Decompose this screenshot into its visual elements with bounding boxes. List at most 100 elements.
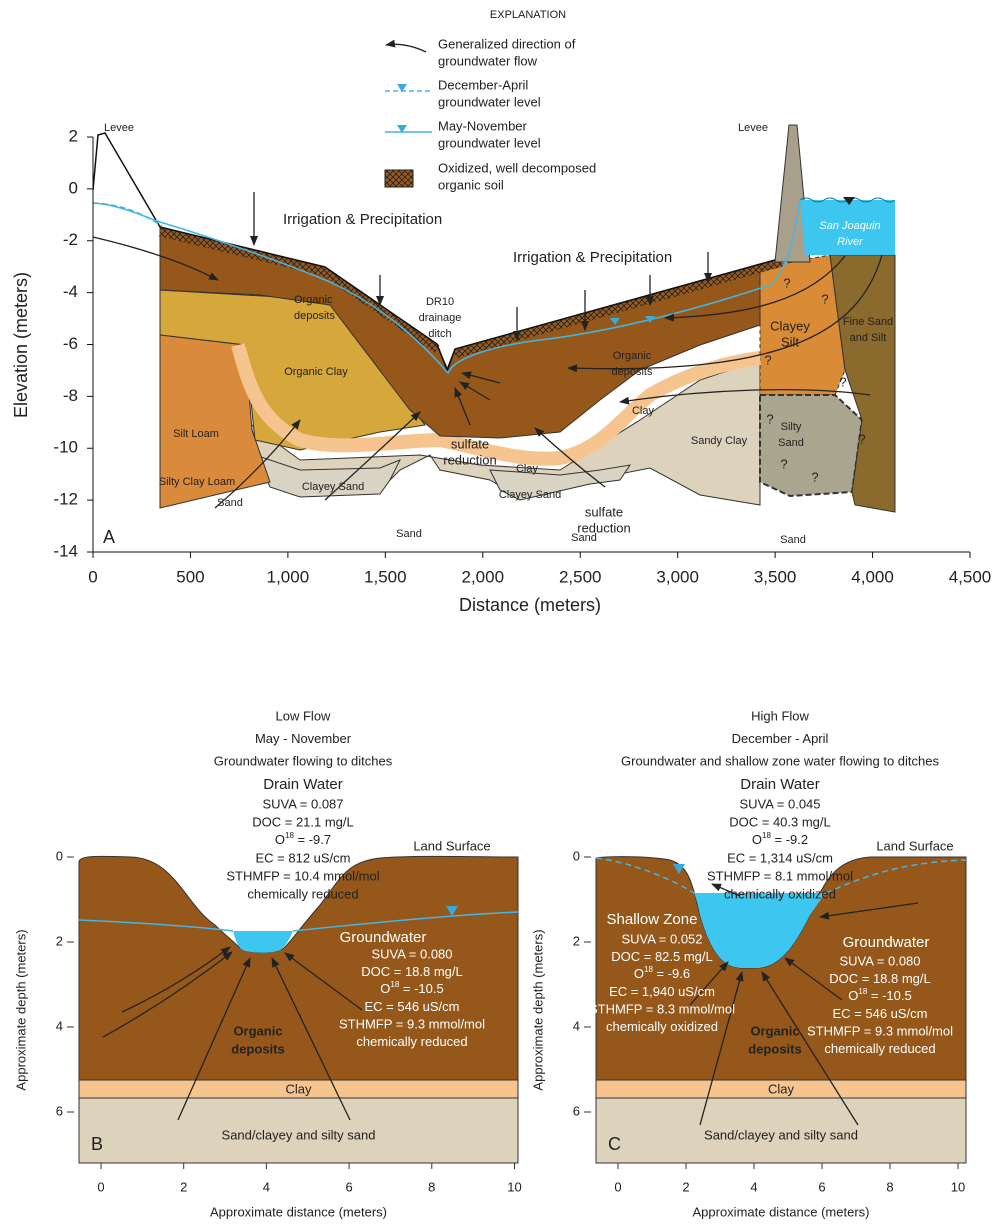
- x-tick-label: 2: [180, 1179, 187, 1194]
- text-line: O18 = -9.2: [752, 831, 808, 847]
- x-tick-label: 3,500: [754, 567, 797, 586]
- text-line: SUVA = 0.080: [371, 946, 452, 961]
- text-line: STHMFP = 8.1 mmol/mol: [707, 868, 853, 883]
- text-line: Irrigation & Precipitation: [513, 249, 672, 266]
- text-line: Levee: [104, 122, 134, 134]
- land-surface: Land Surface: [413, 838, 490, 853]
- y-tick-label: -8: [63, 386, 78, 405]
- text-line: High Flow: [751, 708, 809, 723]
- text-line: chemically reduced: [247, 886, 358, 901]
- text-line: STHMFP = 8.3 mmol/mol: [589, 1001, 735, 1016]
- uncertain-mark: ?: [764, 352, 771, 367]
- sand-label: Sand: [217, 497, 243, 509]
- text: = -10.5: [399, 981, 443, 996]
- text-line: River: [837, 236, 864, 248]
- cross-section: [92, 124, 896, 513]
- block-heading: Groundwater: [340, 929, 427, 946]
- text-line: chemically reduced: [356, 1034, 467, 1049]
- text-line: DOC = 18.8 mg/L: [361, 964, 463, 979]
- block-heading: Drain Water: [740, 776, 819, 793]
- text-line: Clay: [516, 463, 539, 475]
- text: = -10.5: [867, 988, 911, 1003]
- text-line: Silty Clay Loam: [159, 476, 235, 488]
- uncertain-mark: ?: [783, 275, 790, 290]
- y-tick-label: 0: [69, 178, 78, 197]
- text-line: Fine Sand: [843, 316, 893, 328]
- panel-c: [595, 856, 967, 1164]
- text-line: Generalized direction of: [438, 36, 576, 51]
- element: O: [380, 981, 390, 996]
- x-tick-label: 8: [886, 1179, 893, 1194]
- superscript: 18: [390, 980, 399, 989]
- text-line: Low Flow: [276, 708, 332, 723]
- uncertain-mark: ?: [839, 374, 846, 389]
- text: = -9.7: [294, 832, 331, 847]
- y-tick-label: -2: [63, 230, 78, 249]
- x-tick-label: 6: [345, 1179, 352, 1194]
- text-line: Irrigation & Precipitation: [283, 211, 442, 228]
- text-line: EC = 812 uS/cm: [255, 850, 350, 865]
- x-axis-label: Distance (meters): [459, 595, 601, 615]
- sand-label: Sand/clayey and silty sand: [704, 1127, 858, 1142]
- x-tick-label: 8: [428, 1179, 435, 1194]
- text-line: Sand: [778, 437, 804, 449]
- text-line: EC = 1,940 uS/cm: [609, 984, 715, 999]
- text-line: Groundwater and shallow zone water flowi…: [621, 753, 939, 768]
- text-line: chemically oxidized: [724, 886, 836, 901]
- x-tick-label: 10: [507, 1179, 521, 1194]
- text-line: Silty: [781, 421, 802, 433]
- text-line: chemically reduced: [824, 1041, 935, 1056]
- x-tick-label: 2: [682, 1179, 689, 1194]
- panel-letter: B: [91, 1134, 103, 1154]
- text-line: DOC = 40.3 mg/L: [729, 814, 831, 829]
- legend-symbols: [384, 39, 432, 188]
- text-line: DOC = 82.5 mg/L: [611, 949, 713, 964]
- text-line: Silt: [781, 334, 799, 349]
- text-line: O18 = -9.6: [634, 965, 690, 981]
- panel-letter: A: [103, 527, 115, 547]
- x-tick-label: 6: [818, 1179, 825, 1194]
- text-line: ditch: [428, 328, 451, 340]
- y-tick-label: -6: [63, 334, 78, 353]
- uncertain-mark: ?: [811, 469, 818, 484]
- x-tick-label: 2,000: [462, 567, 505, 586]
- panel-letter: C: [608, 1134, 621, 1154]
- text: = -9.6: [653, 966, 690, 981]
- text-line: EC = 546 uS/cm: [832, 1006, 927, 1021]
- text-line: and Silt: [850, 332, 887, 344]
- uncertain-mark: ?: [780, 456, 787, 471]
- text-line: December - April: [732, 731, 829, 746]
- clay-label: Clay: [285, 1081, 312, 1096]
- superscript: 18: [858, 987, 867, 996]
- y-tick-label: 0: [573, 848, 580, 863]
- uncertain-mark: ?: [821, 291, 828, 306]
- text-line: SUVA = 0.045: [739, 796, 820, 811]
- text-line: groundwater level: [438, 135, 541, 150]
- text-line: DOC = 18.8 mg/L: [829, 971, 931, 986]
- text-line: drainage: [419, 312, 462, 324]
- text-line: sulfate: [585, 504, 623, 519]
- text-line: SUVA = 0.052: [621, 931, 702, 946]
- block-heading: Drain Water: [263, 776, 342, 793]
- clay-label: Clay: [768, 1081, 795, 1096]
- y-tick-label: 6: [573, 1103, 580, 1118]
- x-tick-label: 2,500: [559, 567, 602, 586]
- text-line: Sandy Clay: [691, 435, 748, 447]
- y-axis-label: Elevation (meters): [11, 272, 31, 418]
- x-tick-label: 10: [951, 1179, 965, 1194]
- panel-b: [78, 855, 519, 1164]
- x-tick-label: 0: [97, 1179, 104, 1194]
- text-line: Clay: [632, 405, 655, 417]
- text-line: deposits: [231, 1041, 284, 1056]
- sand-label: Sand: [396, 528, 422, 540]
- x-tick-label: 4: [750, 1179, 757, 1194]
- y-tick-label: 4: [56, 1018, 63, 1033]
- x-axis-label: Approximate distance (meters): [210, 1204, 387, 1219]
- text-line: groundwater flow: [438, 53, 538, 68]
- text-line: DOC = 21.1 mg/L: [252, 814, 354, 829]
- x-axis-label: Approximate distance (meters): [692, 1204, 869, 1219]
- text-line: Organic: [233, 1023, 282, 1038]
- text-line: Organic: [750, 1023, 799, 1038]
- text-line: O18 = -9.7: [275, 831, 331, 847]
